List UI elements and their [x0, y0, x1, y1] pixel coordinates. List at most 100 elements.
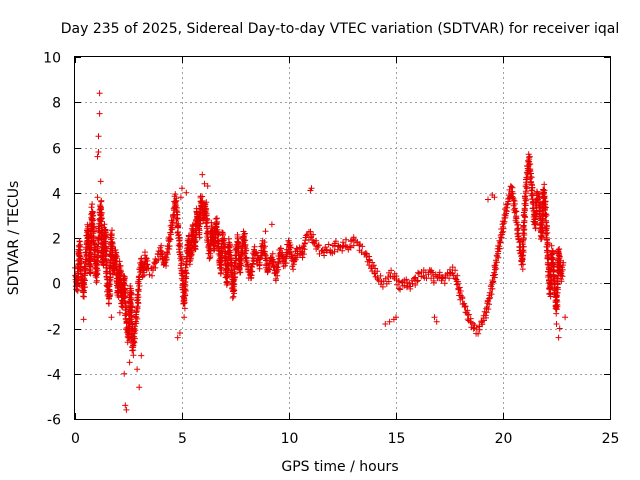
data-point [553, 303, 559, 310]
data-point [429, 269, 436, 276]
data-point [275, 260, 282, 267]
data-point [549, 254, 556, 261]
data-point [89, 221, 96, 228]
data-point [113, 249, 120, 256]
data-point [89, 201, 96, 208]
data-point [285, 237, 292, 244]
data-point [520, 249, 527, 256]
data-point [248, 268, 255, 275]
data-point [81, 277, 88, 284]
data-point [325, 241, 332, 248]
data-point [296, 244, 303, 251]
data-point [459, 295, 466, 302]
y-tick-label: -4 [47, 368, 61, 384]
data-point [95, 149, 102, 155]
data-point [527, 166, 534, 173]
data-point [498, 234, 505, 241]
data-point [164, 251, 171, 258]
data-point [242, 241, 249, 248]
data-point [94, 153, 101, 160]
data-point [465, 311, 472, 318]
data-point [237, 269, 244, 276]
data-point [208, 219, 215, 226]
data-point [133, 320, 140, 327]
data-point [366, 256, 373, 263]
data-point [176, 240, 183, 247]
data-point [226, 247, 233, 254]
data-point [242, 250, 249, 257]
data-point [492, 262, 499, 269]
data-point [109, 248, 116, 254]
data-point [562, 314, 569, 321]
y-tick-label: 0 [52, 277, 61, 293]
data-point [532, 216, 539, 223]
data-point [544, 240, 551, 247]
data-point [256, 261, 263, 268]
data-point [97, 218, 104, 225]
data-point [491, 194, 498, 201]
data-point [144, 261, 151, 268]
data-point [230, 293, 237, 300]
y-tick-label: 2 [52, 232, 61, 248]
data-point [414, 277, 421, 284]
data-point [321, 252, 328, 259]
data-point [350, 234, 357, 241]
data-point [555, 252, 562, 259]
data-point [220, 237, 226, 244]
data-point [554, 289, 561, 296]
data-point [81, 289, 87, 296]
data-point [501, 211, 508, 218]
data-point [393, 314, 399, 321]
data-point [542, 198, 549, 205]
data-point [513, 213, 520, 220]
data-point [128, 312, 135, 319]
data-point [192, 238, 199, 245]
data-point [108, 314, 115, 321]
data-point [542, 205, 548, 212]
data-point [76, 238, 83, 245]
data-point [485, 196, 491, 203]
data-point [522, 214, 529, 221]
data-point [464, 307, 471, 314]
data-point [526, 153, 533, 160]
data-point [106, 277, 113, 284]
data-point [539, 224, 546, 231]
data-point [127, 289, 134, 296]
data-point [98, 209, 105, 216]
data-point [128, 295, 135, 301]
data-point [504, 204, 511, 211]
data-point [397, 286, 404, 293]
data-point [230, 288, 237, 295]
data-point [350, 242, 357, 249]
data-point [163, 262, 169, 269]
x-tick-label: 5 [178, 431, 187, 447]
data-point [167, 231, 174, 238]
data-point [80, 316, 87, 323]
data-point [299, 254, 306, 261]
data-point [82, 272, 89, 279]
data-point [241, 237, 248, 244]
data-point [261, 243, 268, 250]
x-tick-label: 25 [602, 431, 620, 447]
data-point [454, 272, 461, 279]
data-point [127, 300, 134, 307]
data-point [519, 252, 526, 259]
data-point [136, 384, 143, 391]
data-point [102, 255, 109, 262]
data-point [456, 284, 463, 291]
data-point [142, 249, 148, 256]
data-point [203, 223, 210, 230]
data-point [181, 305, 188, 312]
data-point [346, 243, 353, 250]
data-point [556, 325, 563, 332]
data-point [343, 236, 349, 243]
x-tick-label: 15 [388, 431, 406, 447]
data-point [118, 268, 125, 275]
data-point [528, 190, 535, 197]
data-point [497, 239, 504, 246]
data-point [105, 300, 112, 307]
data-point [184, 261, 190, 268]
data-point [543, 217, 549, 224]
data-point [509, 188, 516, 195]
data-point [554, 298, 561, 305]
